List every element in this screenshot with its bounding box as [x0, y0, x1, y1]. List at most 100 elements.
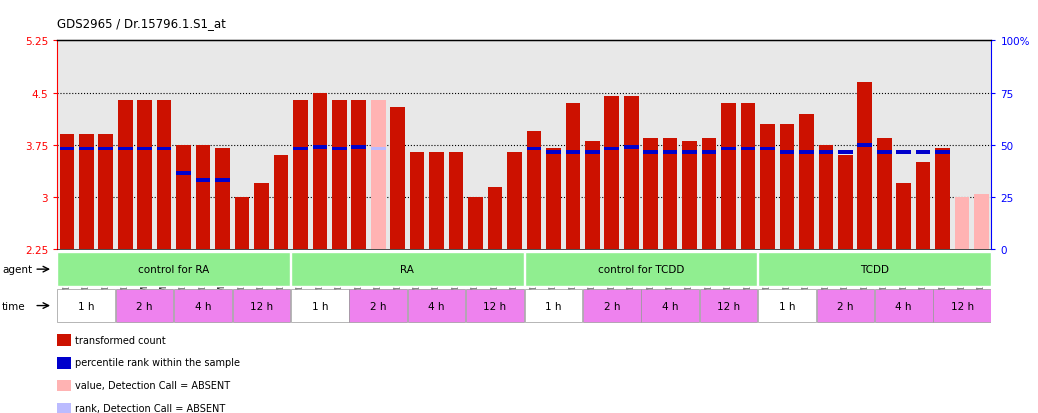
Bar [293, 147, 307, 151]
Text: 2 h: 2 h [136, 301, 153, 311]
Bar [682, 151, 696, 154]
Bar [935, 151, 950, 154]
Bar [488, 188, 502, 250]
Text: 4 h: 4 h [662, 301, 679, 311]
Bar [583, 289, 640, 323]
Bar [897, 151, 911, 154]
Bar [118, 147, 133, 151]
Bar [57, 253, 291, 286]
Bar [526, 132, 541, 250]
Text: 4 h: 4 h [896, 301, 912, 311]
Bar [215, 149, 229, 250]
Bar [137, 147, 152, 151]
Text: TCDD: TCDD [861, 264, 889, 275]
Text: 4 h: 4 h [195, 301, 212, 311]
Bar [215, 178, 229, 182]
Bar [585, 142, 600, 250]
Bar [371, 100, 385, 250]
Text: control for TCDD: control for TCDD [598, 264, 684, 275]
Bar [291, 253, 524, 286]
Bar [312, 146, 327, 150]
Bar [448, 152, 463, 250]
Bar [176, 146, 191, 250]
Text: value, Detection Call = ABSENT: value, Detection Call = ABSENT [75, 380, 229, 390]
Bar [312, 93, 327, 250]
Bar [137, 100, 152, 250]
Bar [332, 100, 347, 250]
Bar [157, 147, 171, 151]
Bar [955, 198, 969, 250]
Bar [682, 142, 696, 250]
Bar [332, 147, 347, 151]
Bar [118, 100, 133, 250]
Text: agent: agent [2, 264, 32, 275]
Bar [410, 152, 425, 250]
Text: transformed count: transformed count [75, 335, 165, 345]
Bar [352, 100, 366, 250]
Bar [721, 104, 736, 250]
Bar [799, 151, 814, 154]
Bar [916, 151, 930, 154]
Bar [371, 147, 385, 151]
Bar [524, 289, 582, 323]
Bar [916, 163, 930, 250]
Bar [838, 151, 852, 154]
Bar [875, 289, 932, 323]
Bar [702, 151, 716, 154]
Bar [116, 289, 173, 323]
Bar [430, 152, 444, 250]
Text: 12 h: 12 h [250, 301, 273, 311]
Bar [838, 156, 852, 250]
Text: 12 h: 12 h [484, 301, 507, 311]
Text: 1 h: 1 h [545, 301, 562, 311]
Bar [233, 289, 291, 323]
Bar [663, 151, 678, 154]
Bar [741, 104, 756, 250]
Bar [799, 114, 814, 250]
Bar [758, 289, 816, 323]
Bar [897, 184, 911, 250]
Bar [585, 151, 600, 154]
Bar [624, 146, 638, 150]
Bar [780, 151, 794, 154]
Bar [663, 139, 678, 250]
Text: 2 h: 2 h [603, 301, 620, 311]
Bar [99, 147, 113, 151]
Bar [975, 194, 989, 250]
Bar [741, 147, 756, 151]
Bar [819, 151, 834, 154]
Bar [604, 147, 619, 151]
Bar [566, 151, 580, 154]
Bar [466, 289, 524, 323]
Bar [293, 100, 307, 250]
Bar [468, 198, 483, 250]
Text: 1 h: 1 h [311, 301, 328, 311]
Bar [508, 152, 522, 250]
Bar [935, 149, 950, 250]
Bar [877, 139, 892, 250]
Bar [604, 97, 619, 250]
Bar [641, 289, 699, 323]
Bar [196, 146, 211, 250]
Bar [760, 147, 774, 151]
Bar [857, 144, 872, 147]
Bar [196, 178, 211, 182]
Text: rank, Detection Call = ABSENT: rank, Detection Call = ABSENT [75, 403, 225, 413]
Bar [721, 147, 736, 151]
Bar [408, 289, 465, 323]
Bar [99, 135, 113, 250]
Bar [291, 289, 349, 323]
Bar [760, 125, 774, 250]
Bar [644, 151, 658, 154]
Text: control for RA: control for RA [138, 264, 210, 275]
Bar [157, 100, 171, 250]
Text: 1 h: 1 h [78, 301, 94, 311]
Bar [59, 147, 74, 151]
Bar [254, 184, 269, 250]
Bar [176, 172, 191, 175]
Bar [526, 147, 541, 151]
Bar [59, 135, 74, 250]
Bar [566, 104, 580, 250]
Bar [235, 198, 249, 250]
Bar [644, 139, 658, 250]
